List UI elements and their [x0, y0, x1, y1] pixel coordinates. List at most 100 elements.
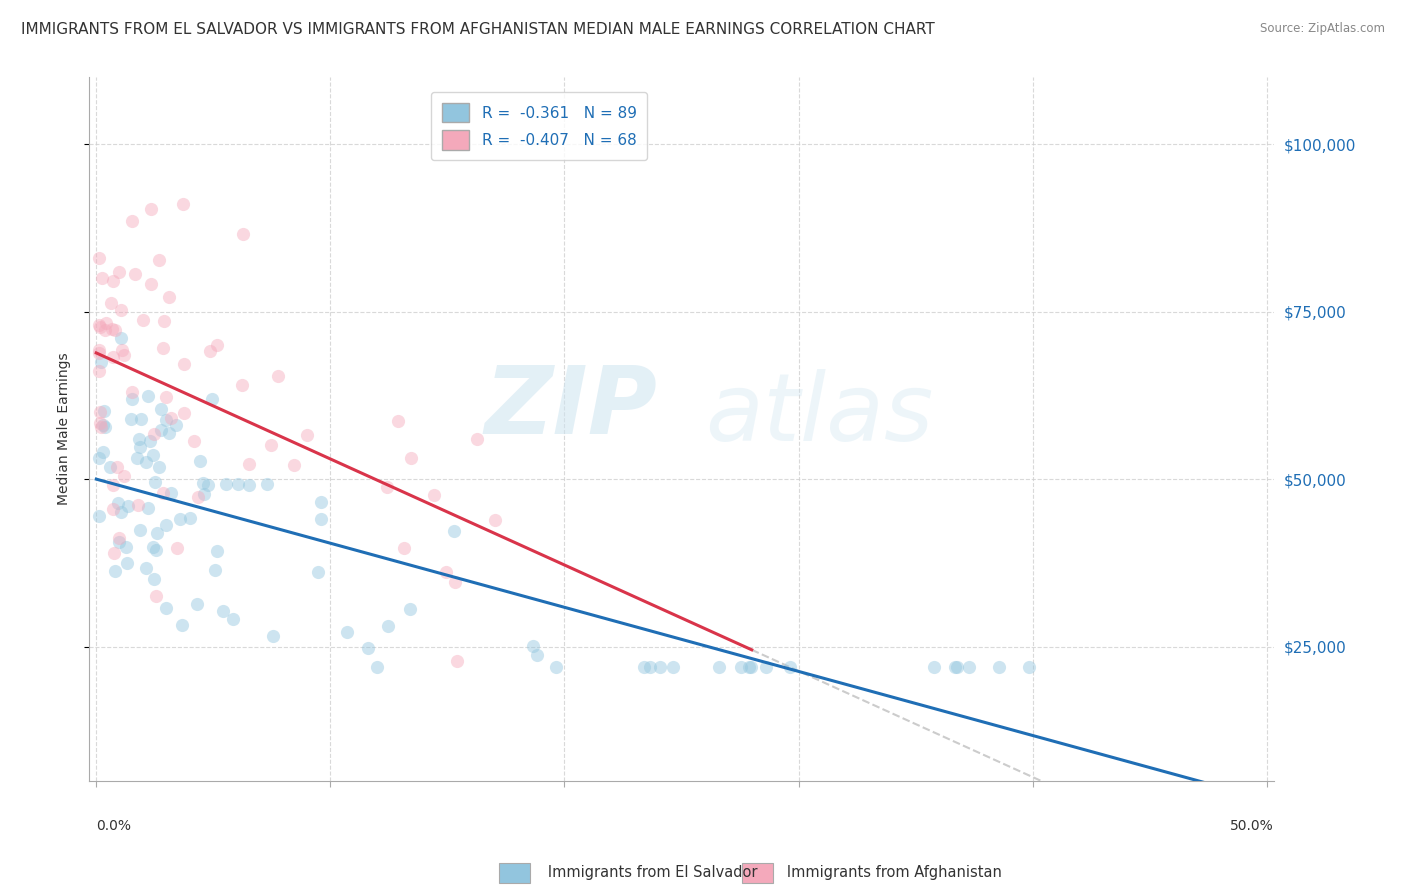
Point [128, 440, 150, 454]
Point [392, 541, 415, 556]
Text: Source: ZipAtlas.com: Source: ZipAtlas.com [1260, 22, 1385, 36]
Text: 50.0%: 50.0% [1230, 819, 1274, 833]
Point [89, 320, 111, 334]
Point [112, 469, 135, 483]
Point [215, 476, 238, 491]
Point [139, 434, 162, 449]
Point [399, 450, 422, 465]
Point [1018, 660, 1040, 674]
Point [143, 475, 166, 490]
Point [157, 290, 180, 304]
Point [107, 535, 129, 549]
Point [730, 660, 752, 674]
Text: ZIP: ZIP [485, 362, 658, 454]
Point [94, 419, 117, 434]
Text: IMMIGRANTS FROM EL SALVADOR VS IMMIGRANTS FROM AFGHANISTAN MEDIAN MALE EARNINGS : IMMIGRANTS FROM EL SALVADOR VS IMMIGRANT… [21, 22, 935, 37]
Point [115, 556, 138, 570]
Text: 0.0%: 0.0% [96, 819, 131, 833]
Point [112, 348, 135, 362]
Point [107, 496, 129, 510]
Point [103, 546, 125, 560]
Point [256, 477, 278, 491]
Point [110, 331, 132, 345]
Point [740, 660, 762, 674]
Point [709, 660, 731, 674]
Point [283, 458, 305, 472]
Point [87, 318, 110, 333]
Point [135, 455, 157, 469]
Point [222, 612, 245, 626]
Point [139, 277, 162, 292]
Point [107, 531, 129, 545]
Point [111, 343, 134, 357]
Point [153, 314, 176, 328]
Point [377, 618, 399, 632]
Point [232, 227, 254, 241]
Point [231, 377, 253, 392]
Point [377, 480, 399, 494]
Point [128, 523, 150, 537]
Point [121, 392, 143, 406]
Point [544, 660, 567, 674]
Point [155, 413, 177, 427]
Point [114, 541, 136, 555]
Point [366, 660, 388, 674]
Point [124, 268, 146, 282]
Point [226, 476, 249, 491]
Point [125, 450, 148, 465]
Point [172, 196, 194, 211]
Point [132, 312, 155, 326]
Point [94, 323, 117, 337]
Point [259, 438, 281, 452]
Point [187, 490, 209, 504]
Point [87, 508, 110, 523]
Point [193, 487, 215, 501]
Point [93, 403, 115, 417]
Point [120, 411, 142, 425]
Point [309, 512, 332, 526]
Point [110, 303, 132, 318]
Point [166, 541, 188, 555]
Point [957, 660, 980, 674]
Point [399, 602, 422, 616]
Point [238, 478, 260, 492]
Point [155, 601, 177, 615]
Point [101, 322, 124, 336]
Point [91, 417, 114, 432]
Point [238, 457, 260, 471]
Point [191, 475, 214, 490]
Point [446, 654, 468, 668]
Point [172, 618, 194, 632]
Point [108, 265, 131, 279]
Point [444, 574, 467, 589]
Point [117, 500, 139, 514]
Point [128, 432, 150, 446]
Point [987, 660, 1010, 674]
Point [150, 423, 173, 437]
Point [101, 274, 124, 288]
Point [434, 565, 457, 579]
Point [165, 417, 187, 432]
Point [201, 392, 224, 406]
Point [155, 390, 177, 404]
Point [135, 561, 157, 575]
Point [148, 459, 170, 474]
Point [89, 416, 111, 430]
Point [522, 639, 544, 653]
Point [145, 589, 167, 603]
Point [204, 563, 226, 577]
Point [198, 344, 221, 359]
Point [142, 448, 165, 462]
Point [738, 660, 761, 674]
Point [484, 513, 506, 527]
Point [101, 501, 124, 516]
Point [205, 544, 228, 558]
Point [183, 434, 205, 449]
Point [307, 565, 329, 579]
Point [94, 316, 117, 330]
Point [188, 454, 211, 468]
Point [87, 450, 110, 465]
Point [152, 486, 174, 500]
Point [90, 354, 112, 368]
Point [104, 323, 127, 337]
